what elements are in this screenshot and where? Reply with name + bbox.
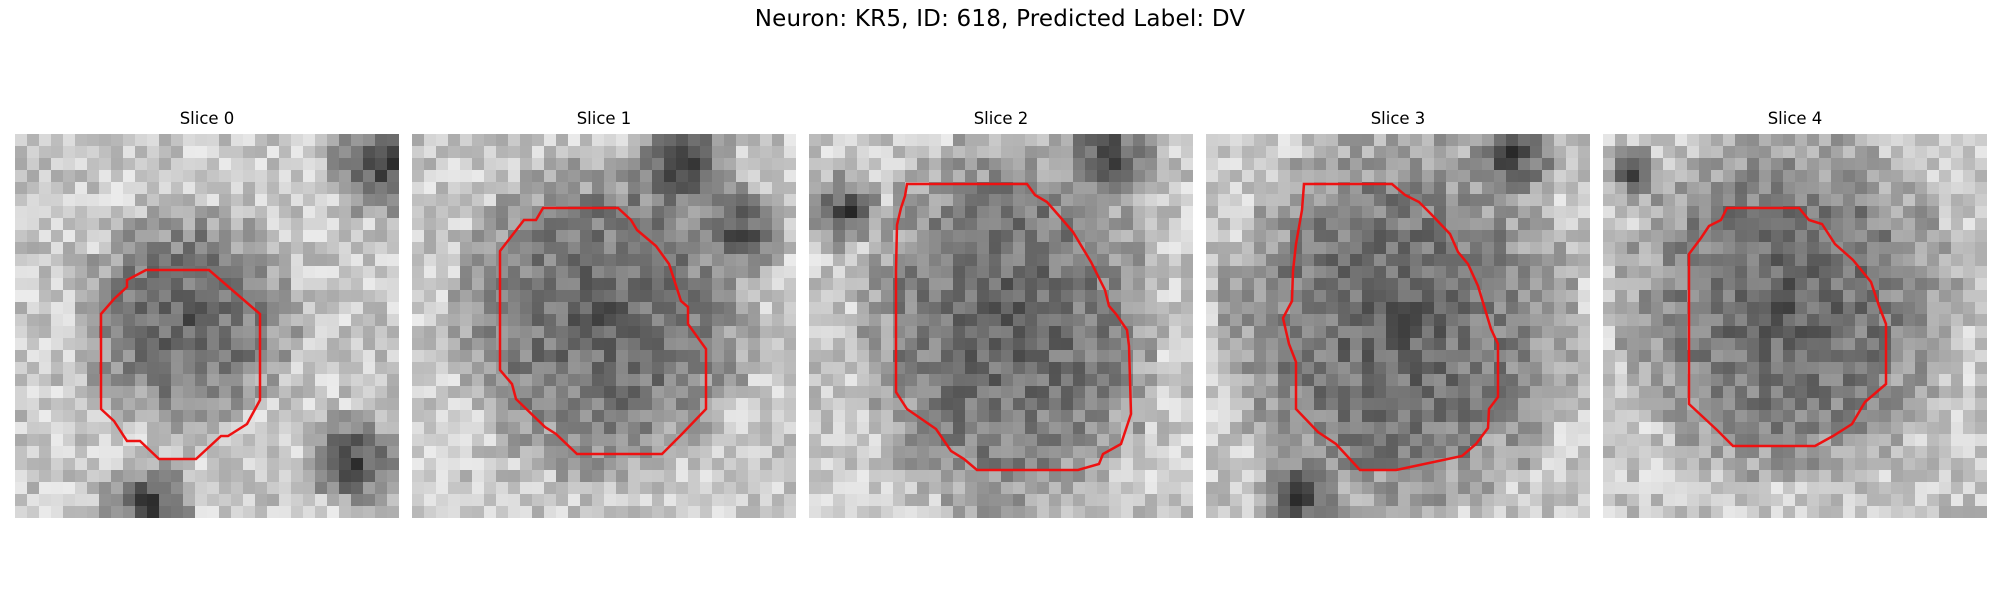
cell-contour-1 xyxy=(498,206,708,456)
slice-image-1 xyxy=(412,134,796,518)
slice-title-1: Slice 1 xyxy=(576,109,632,128)
cell-contour-3 xyxy=(1281,182,1500,472)
slice-panel-3: Slice 3 xyxy=(1206,108,1590,518)
slice-panel-4: Slice 4 xyxy=(1603,108,1987,518)
slice-image-2 xyxy=(809,134,1193,518)
figure-title: Neuron: KR5, ID: 618, Predicted Label: D… xyxy=(754,6,1246,32)
slice-title-2: Slice 2 xyxy=(973,109,1029,128)
slice-title-4: Slice 4 xyxy=(1767,109,1823,128)
slice-title-0: Slice 0 xyxy=(179,109,235,128)
cell-contour-4 xyxy=(1687,206,1888,448)
slice-panel-2: Slice 2 xyxy=(809,108,1193,518)
slice-title-3: Slice 3 xyxy=(1370,109,1426,128)
slice-image-0 xyxy=(15,134,399,518)
slice-image-3 xyxy=(1206,134,1590,518)
cell-contour-2 xyxy=(894,182,1133,472)
slice-panel-0: Slice 0 xyxy=(15,108,399,518)
cell-contour-0 xyxy=(99,268,262,461)
slice-image-4 xyxy=(1603,134,1987,518)
slice-panel-1: Slice 1 xyxy=(412,108,796,518)
